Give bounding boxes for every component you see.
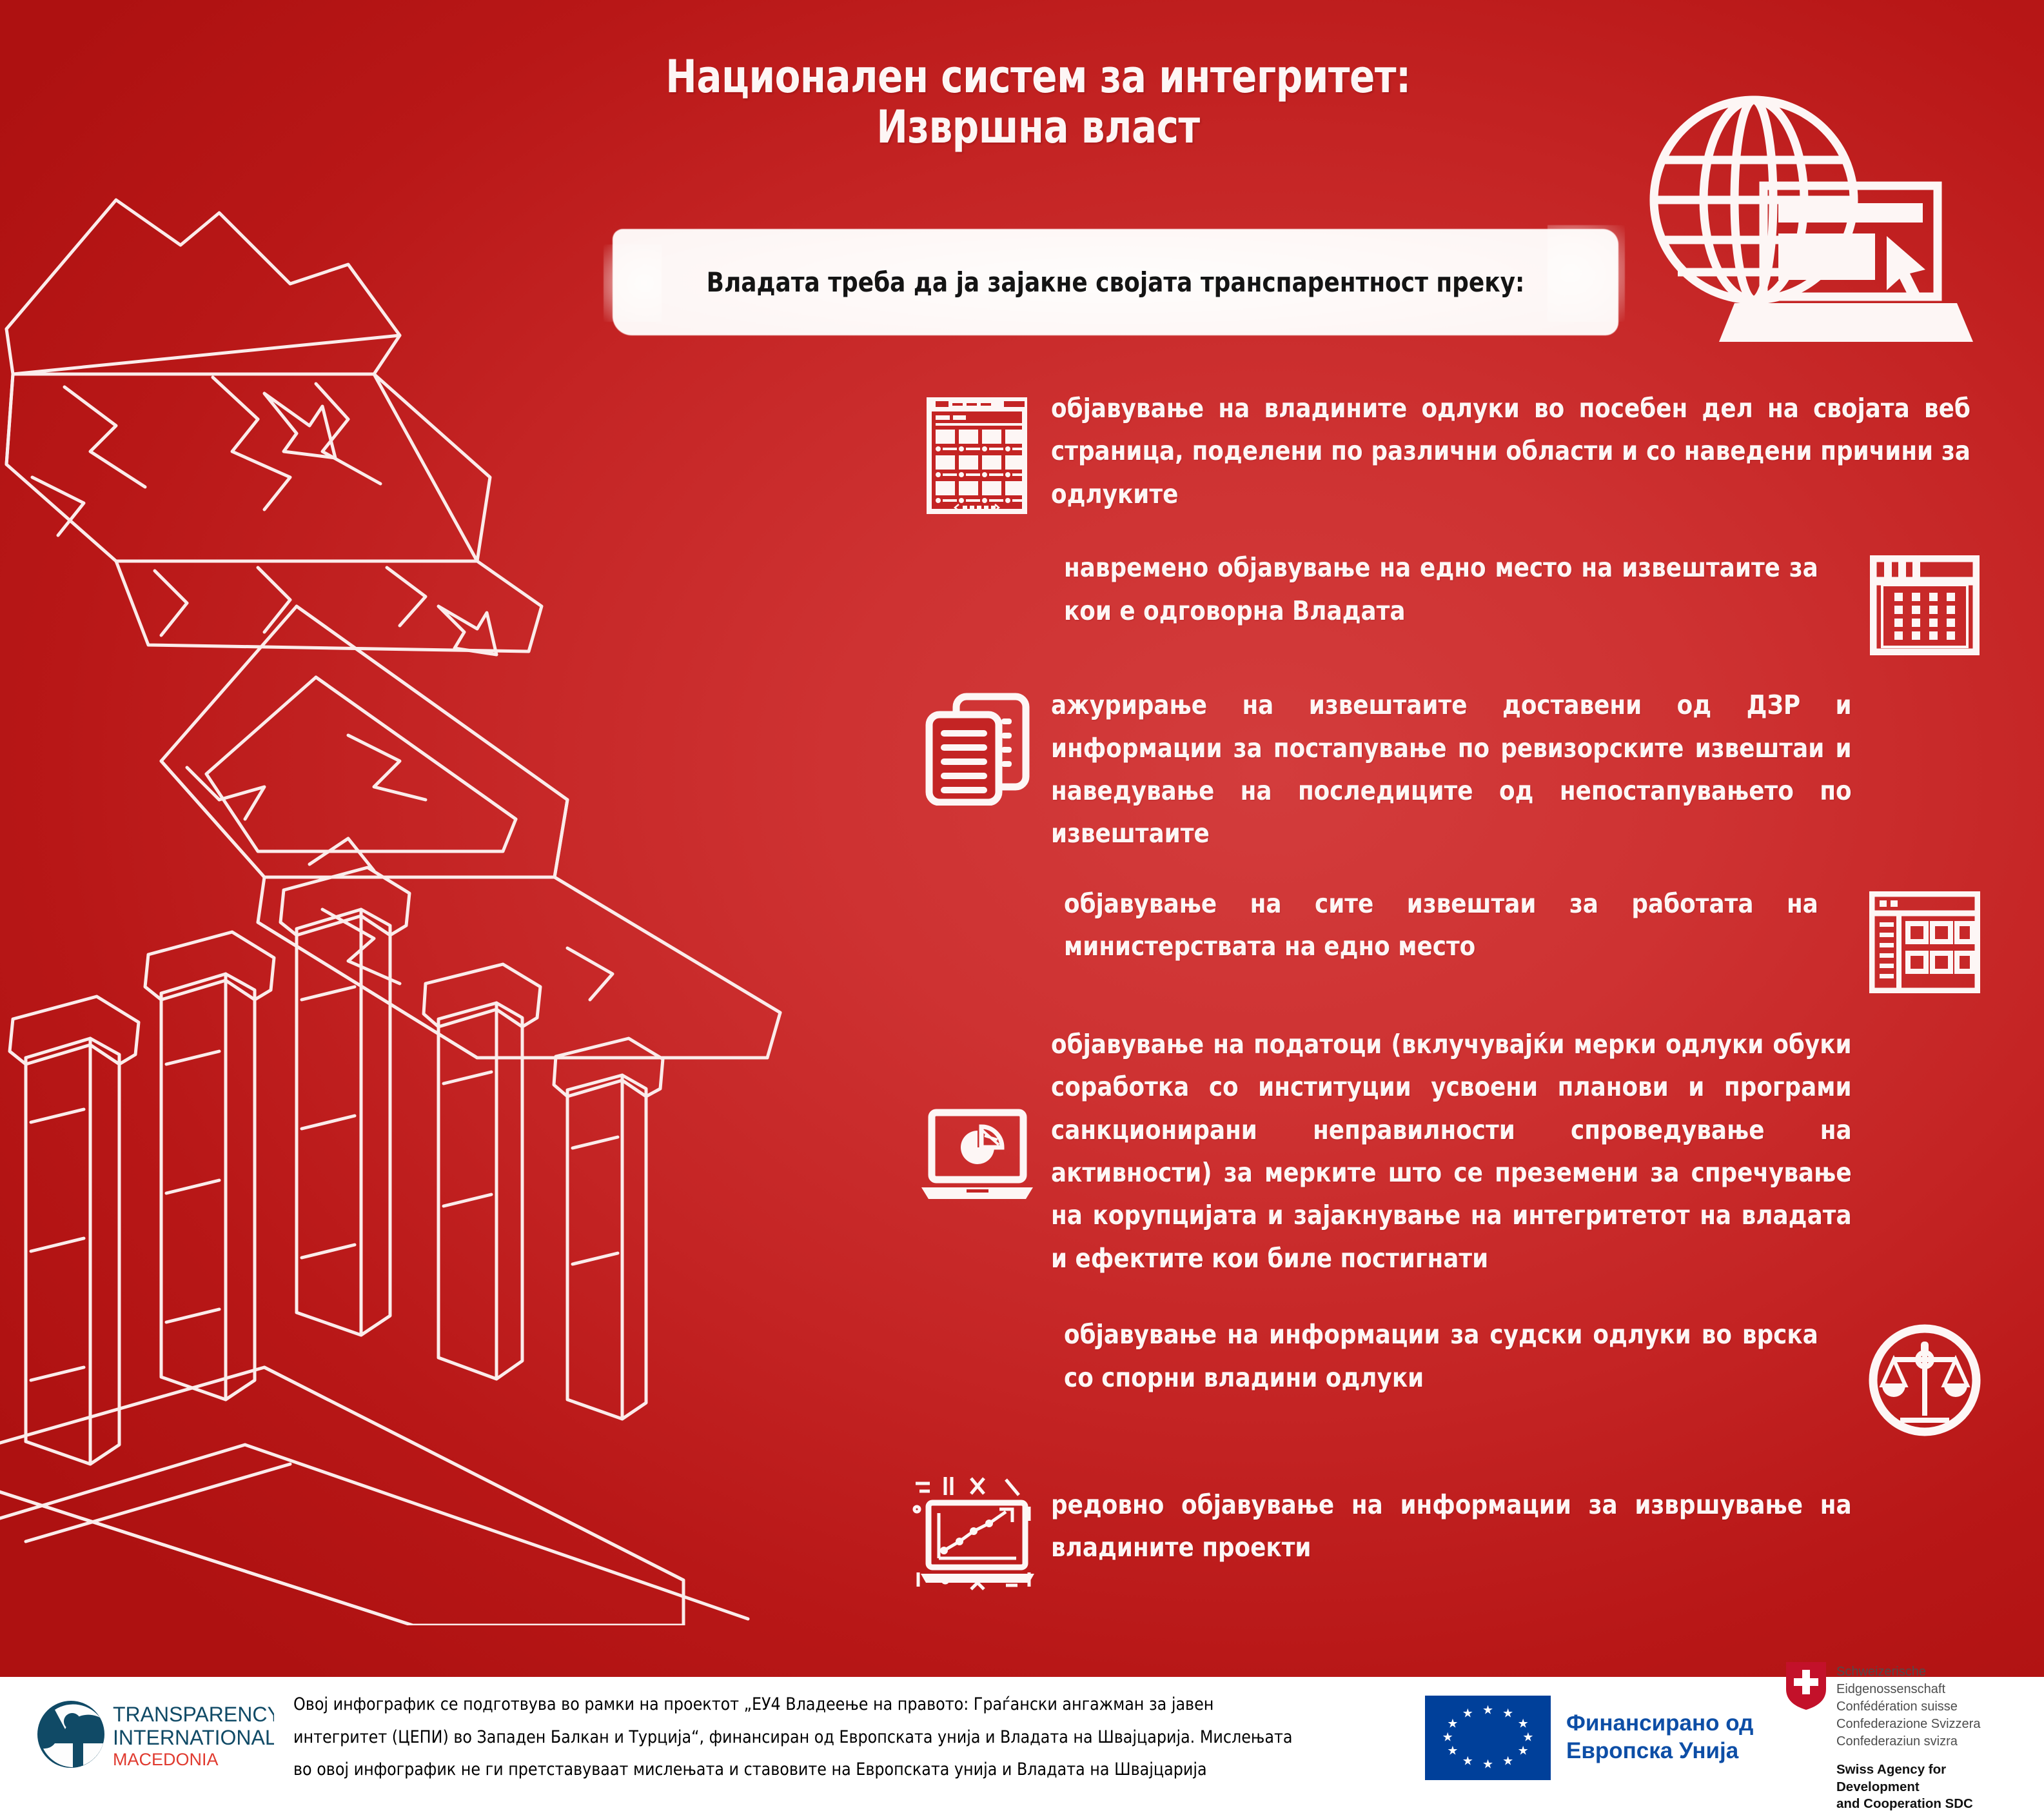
eu-label-line1: Финансирано од bbox=[1566, 1710, 1754, 1736]
page-title: Национален систем за интегритет: Извршна… bbox=[605, 52, 1471, 153]
swiss-agency-line2: and Cooperation SDC bbox=[1836, 1796, 1973, 1812]
page-title-line2: Извршна власт bbox=[876, 101, 1200, 154]
footer-disclaimer-line3: во овој инфографик не ги претставуваат м… bbox=[293, 1759, 1207, 1780]
icon-cell bbox=[903, 1460, 1051, 1592]
banner: Владата треба да ја зајакне својата тран… bbox=[604, 223, 1625, 345]
list-item: објавување на информации за судски одлук… bbox=[903, 1313, 1999, 1438]
eu-label-line2: Европска Унија bbox=[1566, 1738, 1739, 1763]
list-item: ажурирање на извештаите доставени од ДЗР… bbox=[903, 684, 1999, 855]
ti-logo-line1: TRANSPARENCY bbox=[113, 1703, 274, 1726]
swiss-agency-line1: Swiss Agency for Development bbox=[1836, 1762, 1947, 1794]
list-item-text: ажурирање на извештаите доставени од ДЗР… bbox=[1051, 689, 1852, 849]
eu-flag-icon: ★ ★ ★ ★ ★ ★ ★ ★ ★ ★ ★ ★ bbox=[1425, 1695, 1551, 1780]
list-item-text: објавување на сите извештаи за работата … bbox=[1064, 887, 1818, 962]
webpage-grid-icon bbox=[927, 397, 1027, 514]
laptop-piechart-icon bbox=[921, 1109, 1033, 1200]
list-item: навремено објавување на едно место на из… bbox=[903, 546, 1999, 656]
list-item: објавување на податоци (вклучувајќи мерк… bbox=[903, 1023, 1999, 1280]
transparency-international-globe-icon bbox=[37, 1700, 104, 1768]
icon-cell bbox=[1851, 1313, 1999, 1438]
list-item-text: објавување на податоци (вклучувајќи мерк… bbox=[1051, 1028, 1852, 1274]
documents-stack-icon bbox=[925, 693, 1029, 806]
swiss-line3: Confederazione Svizzera bbox=[1836, 1717, 1981, 1732]
swiss-line4: Confederaziun svizra bbox=[1836, 1734, 1958, 1749]
footer-disclaimer: Овој инфографик се подготвува во рамки н… bbox=[274, 1689, 1425, 1787]
icon-cell bbox=[903, 1098, 1051, 1204]
transparency-international-logo: TRANSPARENCY INTERNATIONAL MACEDONIA bbox=[0, 1698, 281, 1778]
justice-scales-icon bbox=[1869, 1324, 1981, 1436]
swiss-line1: Schweizerische Eidgenossenschaft bbox=[1836, 1665, 1946, 1697]
swiss-line2: Confédération suisse bbox=[1836, 1699, 1958, 1714]
list-item-text: редовно објавување на информации за извр… bbox=[1051, 1489, 1852, 1563]
list-item-text: објавување на владините одлуки во посебе… bbox=[1051, 393, 1970, 510]
eu-funding-label: Финансирано од Европска Унија bbox=[1566, 1710, 1753, 1765]
swiss-logo-text: Schweizerische Eidgenossenschaft Confédé… bbox=[1836, 1662, 2031, 1813]
calendar-icon bbox=[1870, 555, 1980, 656]
swiss-cooperation-logo: Schweizerische Eidgenossenschaft Confédé… bbox=[1786, 1662, 2044, 1813]
recommendations-list: објавување на владините одлуки во посебе… bbox=[903, 387, 1999, 1607]
eu-funding-logo: ★ ★ ★ ★ ★ ★ ★ ★ ★ ★ ★ ★ Финансирано од Е… bbox=[1425, 1695, 1786, 1780]
icon-cell bbox=[1851, 546, 1999, 656]
list-item: редовно објавување на информации за извр… bbox=[903, 1460, 1999, 1592]
banner-text: Владата треба да ја зајакне својата тран… bbox=[706, 266, 1525, 298]
brush-stroke-shape bbox=[604, 225, 1625, 335]
globe-laptop-icon bbox=[1649, 95, 1973, 342]
laptop-growth-chart-icon bbox=[912, 1477, 1034, 1591]
footer-bar: TRANSPARENCY INTERNATIONAL MACEDONIA Ово… bbox=[0, 1662, 2044, 1811]
icon-cell bbox=[903, 387, 1051, 515]
list-item-text: навремено објавување на едно место на из… bbox=[1064, 552, 1818, 626]
list-item: објавување на сите извештаи за работата … bbox=[903, 882, 1999, 993]
poster-canvas: Национален систем за интегритет: Извршна… bbox=[0, 0, 2044, 1677]
icon-cell bbox=[903, 684, 1051, 806]
cracked-government-building-icon bbox=[0, 198, 782, 1625]
list-item-text: објавување на информации за судски одлук… bbox=[1064, 1319, 1818, 1393]
ti-logo-line3: MACEDONIA bbox=[113, 1750, 219, 1769]
list-item: објавување на владините одлуки во посебе… bbox=[903, 387, 1999, 515]
footer-disclaimer-line2: интегритет (ЦЕПИ) во Западен Балкан и Ту… bbox=[293, 1727, 1293, 1747]
ti-logo-line2: INTERNATIONAL bbox=[113, 1726, 274, 1749]
footer-disclaimer-line1: Овој инфографик се подготвува во рамки н… bbox=[293, 1694, 1214, 1714]
dashboard-layout-icon bbox=[1869, 891, 1980, 993]
swiss-confederation-shield-icon bbox=[1786, 1662, 1826, 1710]
icon-cell bbox=[1851, 882, 1999, 993]
page-title-line1: Национален систем за интегритет: bbox=[665, 50, 1411, 103]
